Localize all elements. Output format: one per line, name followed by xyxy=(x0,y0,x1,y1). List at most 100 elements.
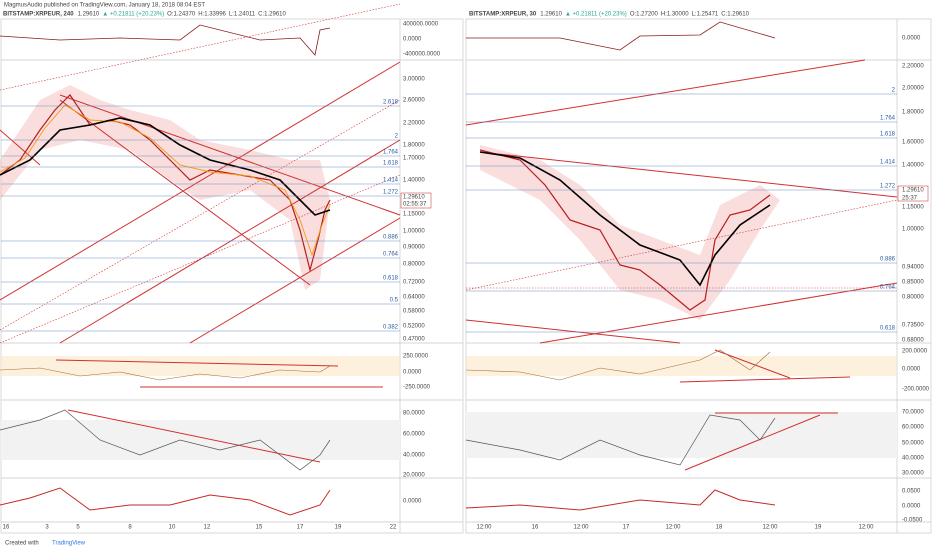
ohlc: L:1.25471 xyxy=(692,12,719,18)
osc-label: 200.0000 xyxy=(902,349,928,355)
osc-label: 0.0000 xyxy=(403,370,422,376)
date-label: 12:00 xyxy=(476,525,492,531)
date-label: 16 xyxy=(532,525,539,531)
fib-label: 1.414 xyxy=(880,160,896,166)
fib-label: 2 xyxy=(395,134,399,140)
header: MagmusAudio published on TradingView.com… xyxy=(4,3,205,9)
osc-label: 60.0000 xyxy=(403,432,425,438)
date-label: 5 xyxy=(76,525,80,531)
date-label: 19 xyxy=(815,525,822,531)
price-label: 2.60000 xyxy=(403,98,425,104)
fib-label: 0.5 xyxy=(390,298,399,304)
price-label: 0.52000 xyxy=(403,324,425,330)
date-label: 10 xyxy=(169,525,176,531)
date-label: 15 xyxy=(256,525,263,531)
footer-brand[interactable]: TradingView xyxy=(52,541,86,547)
fib-label: 2.618 xyxy=(383,100,399,106)
date-label: 17 xyxy=(297,525,304,531)
price-label: 2.00000 xyxy=(902,86,924,92)
osc-label: -400000.0000 xyxy=(403,52,441,58)
price-label: 1.15000 xyxy=(403,212,425,218)
fib-label: 1.764 xyxy=(383,150,399,156)
date-label: 12 xyxy=(204,525,211,531)
price-label: 0.90000 xyxy=(403,245,425,251)
price-label: 0.68000 xyxy=(902,338,924,344)
osc-label: 40.0000 xyxy=(403,453,425,459)
date-label: 8 xyxy=(128,525,132,531)
osc-label: 0.0000 xyxy=(902,504,921,510)
price-label: 1.40000 xyxy=(403,178,425,184)
price-label: 1.00000 xyxy=(902,227,924,233)
price-label: 0.58000 xyxy=(403,309,425,315)
price-label: 0.94000 xyxy=(902,265,924,271)
price-label: 1.70000 xyxy=(403,156,425,162)
date-label: 12:00 xyxy=(858,525,874,531)
osc-label: 30.0000 xyxy=(902,471,924,477)
price-label: 0.64000 xyxy=(403,295,425,301)
fib-label: 0.764 xyxy=(383,252,399,258)
footer-created: Created with xyxy=(5,541,39,547)
ohlc: C:1.29610 xyxy=(258,12,286,18)
change: ▲ +0.21811 (+20.23%) xyxy=(565,12,627,18)
drawings xyxy=(0,3,898,516)
last-price: 1.29610 xyxy=(78,12,100,18)
fib-label: 0.382 xyxy=(383,325,399,331)
fib-label: 0.618 xyxy=(383,276,399,282)
last-price: 1.29610 xyxy=(540,12,562,18)
fib-label: 0.764 xyxy=(880,285,896,291)
fib-label: 1.618 xyxy=(383,161,399,167)
fib-label: 1.272 xyxy=(880,184,896,190)
countdown: 25:37 xyxy=(902,196,918,202)
ohlc: L:1.24011 xyxy=(229,12,256,18)
ohlc: O:1.27200 xyxy=(630,12,659,18)
osc-label: 50.0000 xyxy=(902,441,924,447)
ohlc: H:1.30000 xyxy=(661,12,689,18)
price-label: 1.00000 xyxy=(403,229,425,235)
ohlc: H:1.33996 xyxy=(198,12,226,18)
osc-label: 250.0000 xyxy=(403,354,429,360)
date-label: 3 xyxy=(45,525,49,531)
last-price-tag xyxy=(897,185,929,202)
price-label: 0.47000 xyxy=(403,337,425,343)
osc-label: -0.0500 xyxy=(902,518,923,524)
last-price-tag-text: 1.29610 xyxy=(902,188,924,194)
osc-label: 0.0000 xyxy=(403,499,422,505)
osc-label: 0.0000 xyxy=(902,367,921,373)
osc-label: 70.0000 xyxy=(902,410,924,416)
price-label: 0.72000 xyxy=(403,280,425,286)
osc-label: 20.0000 xyxy=(403,473,425,479)
price-label: 2.20000 xyxy=(902,64,924,70)
date-label: 16 xyxy=(3,525,10,531)
osc-label: 40.0000 xyxy=(902,456,924,462)
osc-label: 0.0500 xyxy=(902,489,921,495)
osc-label: 0.0000 xyxy=(902,36,921,42)
fib-label: 2 xyxy=(892,88,896,94)
date-label: 19 xyxy=(335,525,342,531)
fib-label: 0.886 xyxy=(383,235,399,241)
osc-label: 0.0000 xyxy=(403,37,422,43)
price-label: 1.80000 xyxy=(403,143,425,149)
fib-label: 0.886 xyxy=(880,257,896,263)
date-label: 12:00 xyxy=(573,525,589,531)
fib-label: 1.764 xyxy=(880,116,896,122)
symbol: BITSTAMP:XRPEUR, 240 xyxy=(3,12,74,18)
price-label: 1.40000 xyxy=(902,163,924,169)
last-price-tag-text: 1.29610 xyxy=(403,195,425,201)
last-price-tag xyxy=(400,192,432,209)
fib-label: 1.618 xyxy=(880,132,896,138)
price-label: 2.20000 xyxy=(403,121,425,127)
osc-label: 80.0000 xyxy=(403,411,425,417)
symbol: BITSTAMP:XRPEUR, 30 xyxy=(469,12,537,18)
price-label: 0.73500 xyxy=(902,323,924,329)
countdown: 02:55:37 xyxy=(403,202,427,208)
fib-label: 1.272 xyxy=(383,190,399,196)
price-label: 1.15000 xyxy=(902,205,924,211)
date-label: 17 xyxy=(623,525,630,531)
fib-label: 0.618 xyxy=(880,326,896,332)
price-label: 3.00000 xyxy=(403,77,425,83)
change: ▲ +0.21811 (+20.23%) xyxy=(102,12,164,18)
price-label: 0.85000 xyxy=(902,280,924,286)
ohlc: O:1.24370 xyxy=(167,12,196,18)
price-label: 1.60000 xyxy=(902,140,924,146)
